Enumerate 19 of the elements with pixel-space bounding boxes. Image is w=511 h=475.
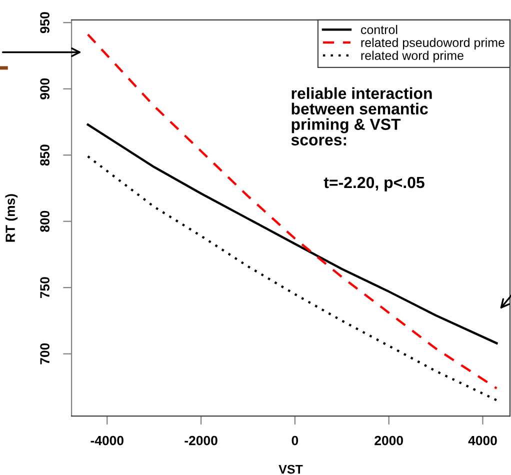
- legend-label: related word prime: [361, 50, 464, 62]
- y-tick-label: 750: [40, 277, 50, 298]
- y-tick-label: 850: [40, 144, 50, 166]
- line-series: [86, 155, 498, 402]
- x-tick-label: 0: [292, 436, 298, 446]
- y-tick-label: 800: [40, 210, 50, 232]
- y-tick-label: 950: [40, 12, 50, 34]
- x-tick-label: -4000: [90, 436, 124, 446]
- y-tick-label: 700: [40, 343, 50, 364]
- x-tick-label: -2000: [184, 436, 218, 446]
- annotation: t=-2.20, p<.05: [324, 176, 424, 192]
- y-tick-label: 900: [40, 78, 50, 100]
- x-axis-title: VST: [278, 464, 303, 474]
- x-tick-label: 2000: [374, 436, 403, 446]
- annotation: reliable interaction between semantic priming & VST scores:: [291, 87, 432, 146]
- y-axis-title: RT (ms): [5, 194, 18, 242]
- legend-label: related pseudoword prime: [361, 38, 504, 50]
- legend-label: control: [360, 24, 398, 34]
- x-tick-label: 4000: [468, 436, 497, 446]
